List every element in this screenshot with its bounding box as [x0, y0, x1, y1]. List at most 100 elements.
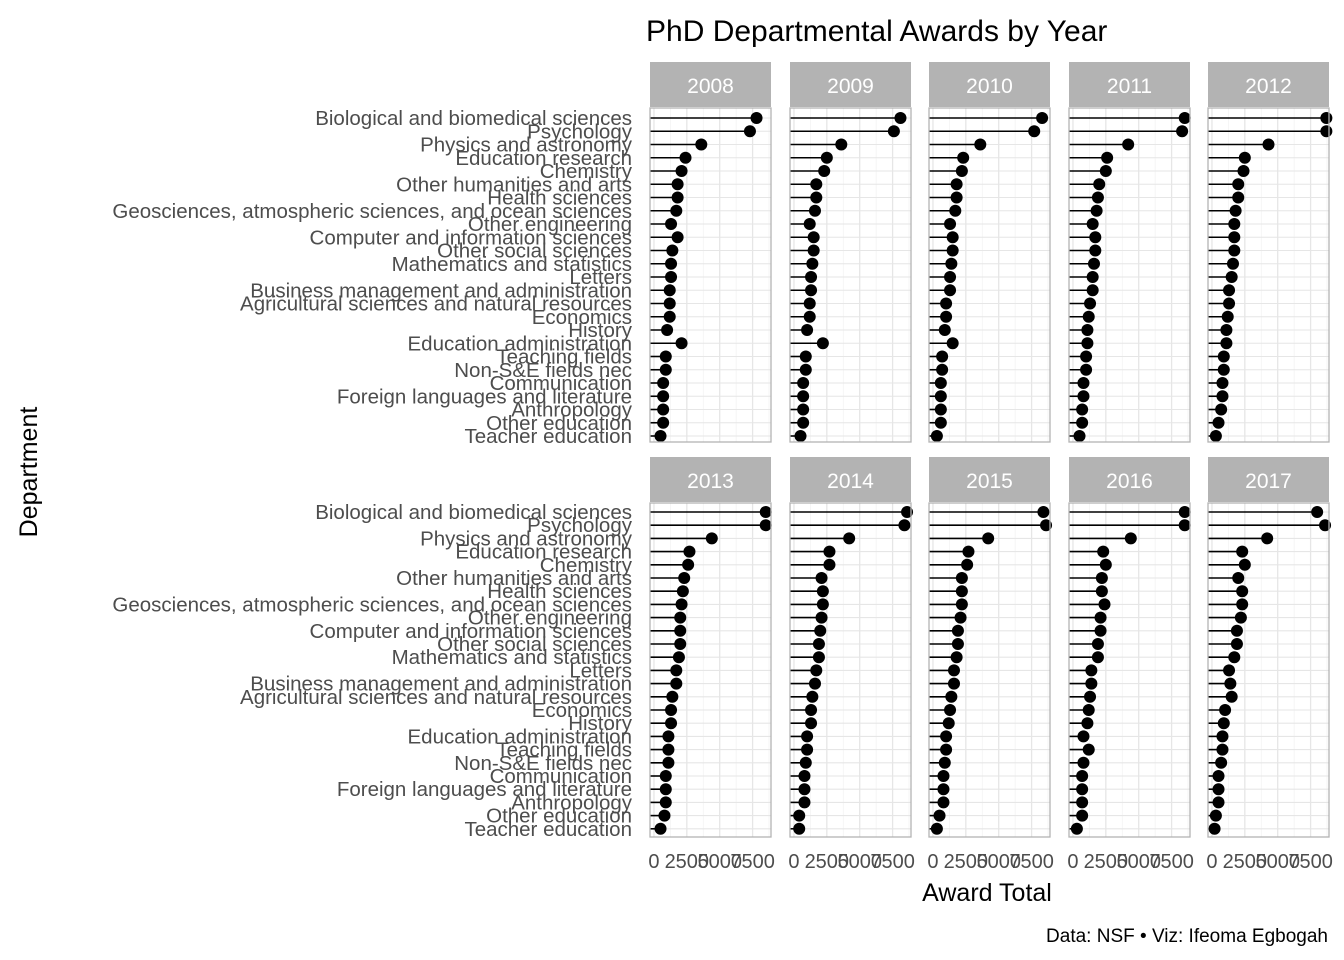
- chart-caption: Data: NSF • Viz: Ifeoma Egbogah: [1046, 926, 1328, 947]
- lollipop-point: [797, 403, 810, 416]
- facet-strip-label: 2013: [687, 470, 734, 493]
- x-tick-label: 7500: [1009, 851, 1054, 873]
- lollipop-point: [940, 310, 953, 323]
- lollipop-point: [1232, 572, 1245, 584]
- lollipop-point: [835, 138, 848, 151]
- panel-border: [789, 107, 912, 443]
- lollipop-point: [1212, 416, 1225, 429]
- panel-border: [1068, 502, 1191, 838]
- facet-strip: [1208, 62, 1329, 107]
- facet-panel-2010: 2010: [928, 62, 1051, 443]
- lollipop-point: [823, 545, 836, 558]
- y-tick-label: Other humanities and arts: [396, 173, 632, 196]
- lollipop-point: [816, 337, 829, 350]
- y-tick-label: Non-S&E fields nec: [454, 752, 632, 775]
- facet-strip: [1208, 457, 1329, 502]
- lollipop-point: [1076, 796, 1089, 809]
- y-tick-label: Psychology: [527, 120, 633, 143]
- lollipop-point: [1101, 151, 1114, 164]
- lollipop-point: [665, 704, 678, 716]
- y-tick-label: Computer and information sciences: [310, 620, 632, 643]
- lollipop-point: [940, 730, 953, 743]
- lollipop-point: [812, 651, 825, 664]
- facet-strip-label: 2015: [966, 470, 1013, 493]
- lollipop-point: [950, 191, 963, 204]
- x-tick-label: 0: [1067, 851, 1078, 873]
- lollipop-point: [934, 390, 947, 403]
- facet-panel-2013: 2013: [649, 457, 772, 838]
- lollipop-point: [1076, 416, 1089, 429]
- facet-panel-2017: 2017: [1207, 457, 1332, 838]
- facet-strip-label: 2014: [827, 470, 874, 493]
- lollipop-point: [654, 430, 667, 442]
- y-axis-labels: Biological and biomedical sciencesPsycho…: [112, 107, 632, 841]
- lollipop-point: [798, 770, 811, 782]
- lollipop-point: [1320, 112, 1333, 124]
- y-tick-label: Teaching fields: [496, 739, 632, 762]
- lollipop-point: [1093, 178, 1106, 191]
- facet-panel-2009: 2009: [789, 62, 912, 443]
- x-tick-label: 0: [927, 851, 938, 873]
- facet-strip-label: 2017: [1245, 470, 1292, 493]
- lollipop-point: [810, 178, 823, 191]
- lollipop-point: [1217, 363, 1230, 376]
- lollipop-point: [1086, 284, 1099, 297]
- lollipop-point: [1076, 403, 1089, 416]
- y-tick-label: Business management and administration: [250, 279, 632, 302]
- x-tick-label: 0: [1206, 851, 1217, 873]
- lollipop-point: [950, 651, 963, 664]
- lollipop-point: [1216, 730, 1229, 743]
- lollipop-point: [657, 416, 670, 429]
- y-tick-label: Teacher education: [464, 425, 632, 448]
- lollipop-point: [1220, 324, 1233, 336]
- lollipop-point: [1091, 651, 1104, 664]
- x-tick-label: 5000: [1255, 851, 1300, 873]
- lollipop-point: [1228, 244, 1241, 257]
- lollipop-point: [803, 297, 816, 310]
- x-axis-title: Award Total: [922, 879, 1052, 907]
- lollipop-point: [1091, 191, 1104, 204]
- lollipop-point: [955, 572, 968, 584]
- lollipop-point: [957, 151, 970, 164]
- lollipop-point: [1212, 770, 1225, 782]
- lollipop-point: [1238, 151, 1251, 164]
- lollipop-point: [671, 191, 684, 204]
- y-tick-label: Physics and astronomy: [420, 134, 633, 157]
- lollipop-point: [695, 138, 708, 151]
- lollipop-point: [803, 310, 816, 323]
- lollipop-point: [659, 350, 672, 363]
- lollipop-point: [812, 638, 825, 650]
- lollipop-point: [1216, 390, 1229, 403]
- lollipop-point: [944, 218, 957, 230]
- lollipop-point: [674, 624, 687, 637]
- lollipop-point: [674, 611, 687, 624]
- lollipop-point: [946, 231, 959, 244]
- lollipop-point: [675, 598, 688, 611]
- lollipop-point: [1028, 125, 1041, 138]
- chart-title: PhD Departmental Awards by Year: [646, 15, 1107, 48]
- lollipop-point: [898, 519, 911, 532]
- y-axis-title: Department: [15, 407, 43, 538]
- lollipop-point: [1262, 138, 1275, 151]
- lollipop-point: [808, 677, 821, 690]
- lollipop-point: [1094, 624, 1107, 637]
- lollipop-point: [794, 430, 807, 442]
- lollipop-point: [951, 624, 964, 637]
- panel-border: [649, 107, 772, 443]
- lollipop-point: [954, 611, 967, 624]
- lollipop-point: [797, 377, 810, 389]
- lollipop-point: [1077, 390, 1090, 403]
- lollipop-point: [806, 257, 819, 270]
- facet-panel-2012: 2012: [1207, 62, 1333, 443]
- lollipop-point: [662, 743, 675, 756]
- lollipop-point: [1261, 532, 1274, 545]
- lollipop-point: [674, 638, 687, 650]
- lollipop-point: [670, 664, 683, 677]
- y-tick-label: Letters: [569, 266, 632, 289]
- lollipop-point: [1082, 310, 1095, 323]
- y-tick-label: Health sciences: [487, 580, 632, 603]
- y-tick-label: Foreign languages and literature: [337, 385, 632, 408]
- y-tick-label: Agricultural sciences and natural resour…: [240, 686, 632, 709]
- lollipop-point: [1228, 231, 1241, 244]
- x-tick-label: 7500: [1288, 851, 1333, 873]
